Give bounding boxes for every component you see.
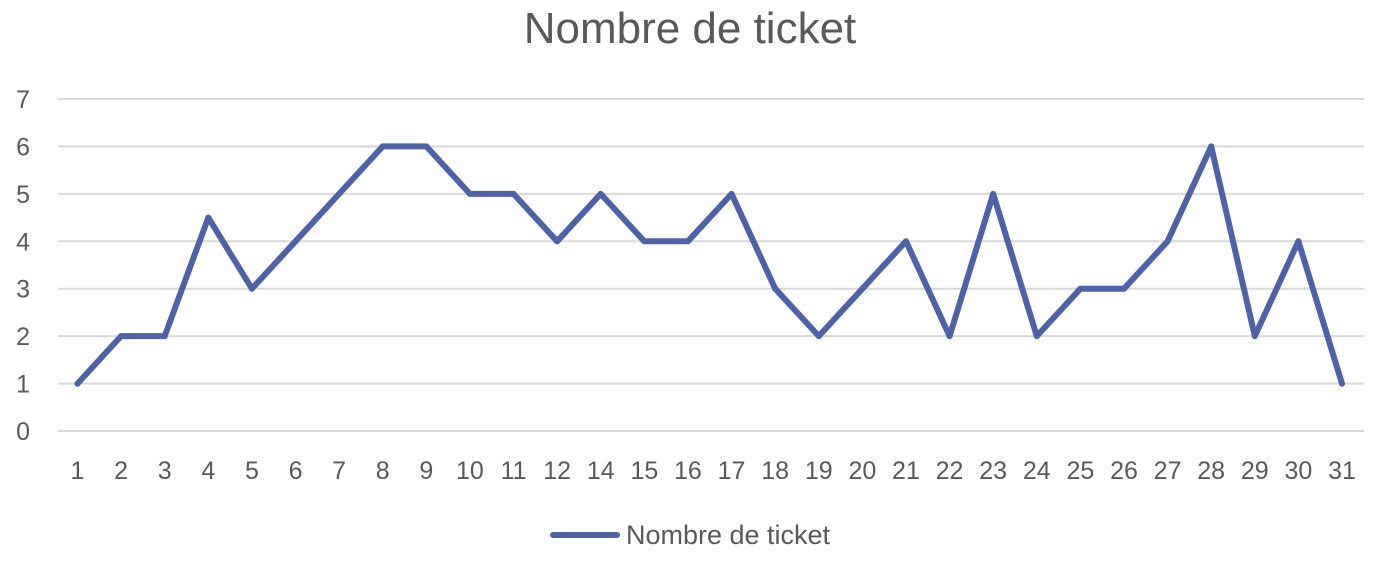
x-tick-label: 22 <box>936 457 964 485</box>
legend: Nombre de ticket <box>0 515 1380 555</box>
data-point <box>466 190 473 197</box>
data-point <box>205 214 212 221</box>
y-tick-label: 3 <box>16 276 30 304</box>
data-point <box>423 143 430 150</box>
data-point <box>728 190 735 197</box>
chart-title: Nombre de ticket <box>523 4 857 53</box>
data-point <box>684 238 691 245</box>
data-point <box>946 333 953 340</box>
data-point <box>336 190 343 197</box>
x-tick-label: 27 <box>1154 457 1182 485</box>
legend-swatch <box>549 532 620 538</box>
data-point <box>1164 238 1171 245</box>
y-tick-label: 1 <box>16 371 30 399</box>
data-point <box>1033 333 1040 340</box>
data-point <box>859 285 866 292</box>
x-tick-label: 4 <box>201 457 215 485</box>
series-lines <box>74 143 1345 387</box>
data-point <box>1120 285 1127 292</box>
legend-label: Nombre de ticket <box>625 519 831 550</box>
data-point <box>292 238 299 245</box>
x-tick-label: 3 <box>158 457 172 485</box>
data-point <box>902 238 909 245</box>
data-point <box>161 333 168 340</box>
data-point <box>1295 238 1302 245</box>
data-point <box>248 285 255 292</box>
x-axis-ticks: 1 2 3 4 5 6 7 8 9 10 11 12 14 15 16 17 18 19 20 21 22 23 24 25 2… <box>71 457 1356 485</box>
data-point <box>815 333 822 340</box>
x-tick-label: 29 <box>1241 457 1269 485</box>
x-tick-label: 7 <box>332 457 346 485</box>
x-tick-label: 10 <box>456 457 484 485</box>
x-tick-label: 26 <box>1110 457 1138 485</box>
y-tick-label: 6 <box>16 133 30 161</box>
y-tick-label: 0 <box>16 418 30 446</box>
x-tick-label: 11 <box>501 457 527 485</box>
x-tick-label: 6 <box>289 457 303 485</box>
y-axis-ticks: 0 1 2 3 4 5 6 7 <box>16 86 30 446</box>
data-point <box>510 190 517 197</box>
x-tick-label: 21 <box>892 457 920 485</box>
x-tick-label: 25 <box>1066 457 1094 485</box>
x-tick-label: 18 <box>761 457 789 485</box>
data-point <box>1208 143 1215 150</box>
data-point <box>641 238 648 245</box>
x-tick-label: 31 <box>1328 457 1356 485</box>
y-tick-label: 7 <box>16 86 30 114</box>
x-tick-label: 2 <box>114 457 128 485</box>
data-point <box>597 190 604 197</box>
x-tick-label: 5 <box>245 457 259 485</box>
x-tick-label: 1 <box>71 457 85 485</box>
data-point <box>772 285 779 292</box>
data-point <box>118 333 125 340</box>
x-tick-label: 17 <box>718 457 746 485</box>
y-tick-label: 5 <box>16 181 30 209</box>
x-tick-label: 12 <box>543 457 571 485</box>
x-tick-label: 23 <box>979 457 1007 485</box>
x-tick-label: 15 <box>630 457 658 485</box>
gridlines <box>58 98 1364 432</box>
y-tick-label: 2 <box>16 323 30 351</box>
x-tick-label: 28 <box>1197 457 1225 485</box>
x-tick-label: 9 <box>419 457 433 485</box>
data-point <box>379 143 386 150</box>
data-point <box>74 380 81 387</box>
data-point <box>1077 285 1084 292</box>
x-tick-label: 24 <box>1023 457 1051 485</box>
data-point <box>554 238 561 245</box>
data-point <box>990 190 997 197</box>
x-tick-label: 16 <box>674 457 702 485</box>
series-line <box>74 143 1345 387</box>
data-point <box>1251 333 1258 340</box>
x-tick-label: 8 <box>376 457 390 485</box>
x-tick-label: 30 <box>1284 457 1312 485</box>
x-tick-label: 14 <box>587 457 615 485</box>
x-tick-label: 19 <box>805 457 833 485</box>
x-tick-label: 20 <box>848 457 876 485</box>
data-point <box>1339 380 1345 387</box>
y-tick-label: 4 <box>16 228 30 256</box>
